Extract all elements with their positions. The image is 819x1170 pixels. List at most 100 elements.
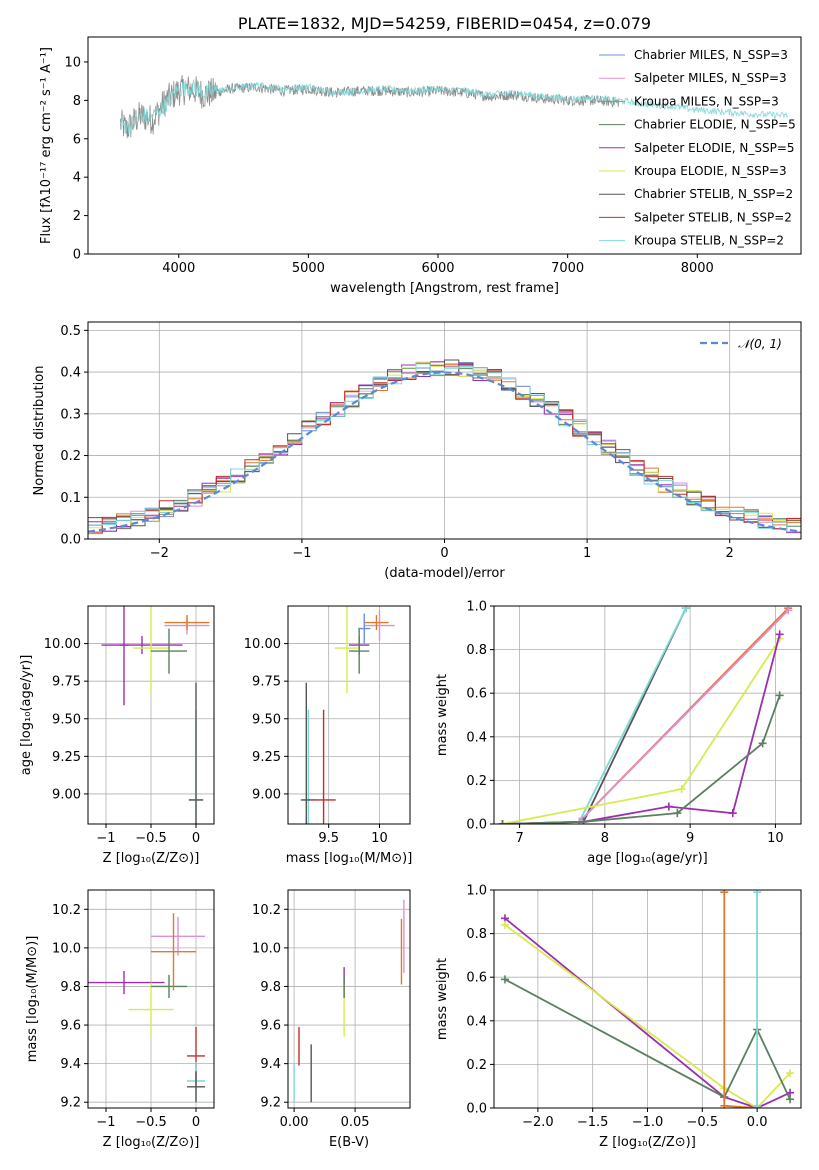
mass-age-plot-area bbox=[300, 606, 395, 824]
errorbar-point bbox=[311, 709, 336, 824]
x-tick-label: 6000 bbox=[421, 261, 454, 276]
y-tick-label: 9.8 bbox=[260, 980, 281, 995]
y-tick-label: 0.0 bbox=[466, 818, 487, 833]
legend-entry: Chabrier MILES, N_SSP=3 bbox=[634, 48, 788, 62]
y-tick-label: 9.00 bbox=[52, 787, 81, 802]
x-tick-label: 7000 bbox=[551, 261, 584, 276]
weight-marker bbox=[720, 1101, 729, 1108]
y-tick-label: 0.4 bbox=[60, 366, 81, 381]
ebv-mass-axes: 0.00 0.05 9.2 9.4 9.6 9.8 10.0 10.2 E(B-V) bbox=[252, 889, 411, 1150]
x-tick-label: 0 bbox=[440, 546, 448, 561]
y-tick-label: 4 bbox=[73, 171, 81, 186]
legend-entry: 𝒩(0, 1) bbox=[738, 337, 782, 351]
x-tick-label: 8 bbox=[601, 831, 609, 846]
weight-series-line bbox=[504, 924, 791, 1108]
x-axis-label: age [log₁₀(age/yr)] bbox=[587, 851, 708, 866]
y-tick-label: 0.6 bbox=[466, 687, 487, 702]
errorbar-point bbox=[151, 917, 205, 956]
legend-entry: Kroupa MILES, N_SSP=3 bbox=[634, 94, 779, 108]
legend-entry: Salpeter ELODIE, N_SSP=5 bbox=[634, 141, 795, 155]
z-mass-frame bbox=[87, 889, 215, 1109]
legend-entry: Salpeter STELIB, N_SSP=2 bbox=[634, 210, 792, 224]
ebv-mass-plot-area bbox=[293, 899, 405, 1103]
y-axis-label: mass weight bbox=[435, 674, 450, 756]
errorbar-point bbox=[164, 615, 210, 631]
y-tick-label: 0 bbox=[73, 248, 81, 263]
x-tick-label: 9 bbox=[686, 831, 694, 846]
y-axis-label: mass [log₁₀(M/M⊙)] bbox=[25, 936, 40, 1063]
x-axis-label: (data-model)/error bbox=[384, 566, 505, 581]
z-age-axes: −1 −0.5 0 9.00 9.25 9.50 9.75 10.00 Z [log₁₀(Z/Z… bbox=[19, 605, 215, 866]
y-tick-label: 9.00 bbox=[252, 787, 281, 802]
residuals-plot-area bbox=[88, 359, 801, 535]
y-tick-label: 10.00 bbox=[244, 637, 281, 652]
x-tick-label: 2 bbox=[726, 546, 734, 561]
weight-marker bbox=[720, 890, 729, 897]
y-tick-label: 10.0 bbox=[252, 941, 281, 956]
x-tick-label: −1.0 bbox=[632, 1115, 664, 1130]
x-tick-label: −0.5 bbox=[135, 1115, 167, 1130]
y-tick-label: 0.4 bbox=[466, 1014, 487, 1029]
errorbar-point bbox=[151, 628, 187, 674]
legend-entry: Kroupa ELODIE, N_SSP=3 bbox=[634, 164, 787, 178]
errorbar-point bbox=[133, 606, 169, 694]
y-tick-label: 10.2 bbox=[52, 903, 81, 918]
errorbar-point bbox=[364, 610, 395, 641]
y-tick-label: 0.1 bbox=[60, 491, 81, 506]
spectrum-line-model bbox=[120, 79, 789, 134]
errorbar-point bbox=[364, 615, 389, 631]
legend-entry: Chabrier ELODIE, N_SSP=5 bbox=[634, 118, 796, 132]
x-tick-label: −1 bbox=[96, 1115, 115, 1130]
y-tick-label: 9.75 bbox=[52, 675, 81, 690]
x-axis-label: Z [log₁₀(Z/Z⊙)] bbox=[599, 1135, 696, 1150]
z-age-frame bbox=[87, 605, 215, 825]
y-tick-label: 9.2 bbox=[260, 1096, 281, 1111]
y-tick-label: 9.50 bbox=[52, 712, 81, 727]
weight-series-line bbox=[502, 607, 789, 824]
errorbar-point bbox=[128, 982, 174, 1037]
x-tick-label: 8000 bbox=[681, 261, 714, 276]
weight-marker bbox=[664, 802, 673, 811]
weight-marker bbox=[784, 606, 793, 615]
y-tick-label: 0.8 bbox=[466, 643, 487, 658]
x-tick-label: −0.5 bbox=[687, 1115, 719, 1130]
weight-marker bbox=[681, 606, 690, 613]
y-tick-label: 0.0 bbox=[466, 1102, 487, 1117]
y-tick-label: 0.3 bbox=[60, 407, 81, 422]
spectrum-frame bbox=[87, 36, 802, 255]
x-axis-label: Z [log₁₀(Z/Z⊙)] bbox=[103, 1135, 200, 1150]
y-tick-label: 10.0 bbox=[52, 941, 81, 956]
weight-marker bbox=[758, 739, 767, 748]
z-weight-plot-area bbox=[500, 890, 795, 1108]
y-tick-label: 1.0 bbox=[466, 600, 487, 615]
y-tick-label: 9.6 bbox=[60, 1019, 81, 1034]
weight-series-line bbox=[502, 634, 781, 824]
x-tick-label: −1 bbox=[96, 831, 115, 846]
legend-entry: Kroupa STELIB, N_SSP=2 bbox=[634, 234, 784, 248]
x-tick-label: 1 bbox=[583, 546, 591, 561]
errorbar-point bbox=[151, 974, 187, 999]
y-tick-label: 0.5 bbox=[60, 324, 81, 339]
y-tick-label: 10.2 bbox=[252, 903, 281, 918]
y-axis-label: Flux [fλ10⁻¹⁷ erg cm⁻² s⁻¹ A⁻¹] bbox=[39, 47, 54, 244]
y-tick-label: 0.2 bbox=[466, 774, 487, 789]
x-tick-label: −1 bbox=[292, 546, 311, 561]
residuals-frame bbox=[87, 321, 802, 540]
spectrum-plot-area bbox=[120, 74, 789, 139]
x-tick-label: 10 bbox=[767, 831, 784, 846]
weight-series-line bbox=[578, 607, 687, 823]
y-tick-label: 9.25 bbox=[252, 750, 281, 765]
age-weight-plot-area bbox=[498, 606, 793, 824]
ebv-mass-frame bbox=[287, 889, 411, 1109]
errorbar-point bbox=[349, 628, 370, 674]
y-tick-label: 0.8 bbox=[466, 927, 487, 942]
x-tick-label: 4000 bbox=[162, 261, 195, 276]
weight-series-line bbox=[723, 892, 758, 1108]
y-axis-label: age [log₁₀(age/yr)] bbox=[19, 655, 34, 776]
x-tick-label: 10 bbox=[371, 831, 388, 846]
x-axis-label: Z [log₁₀(Z/Z⊙)] bbox=[103, 851, 200, 866]
y-tick-label: 9.2 bbox=[60, 1096, 81, 1111]
x-tick-label: −2 bbox=[150, 546, 169, 561]
errorbar-point bbox=[88, 971, 165, 995]
